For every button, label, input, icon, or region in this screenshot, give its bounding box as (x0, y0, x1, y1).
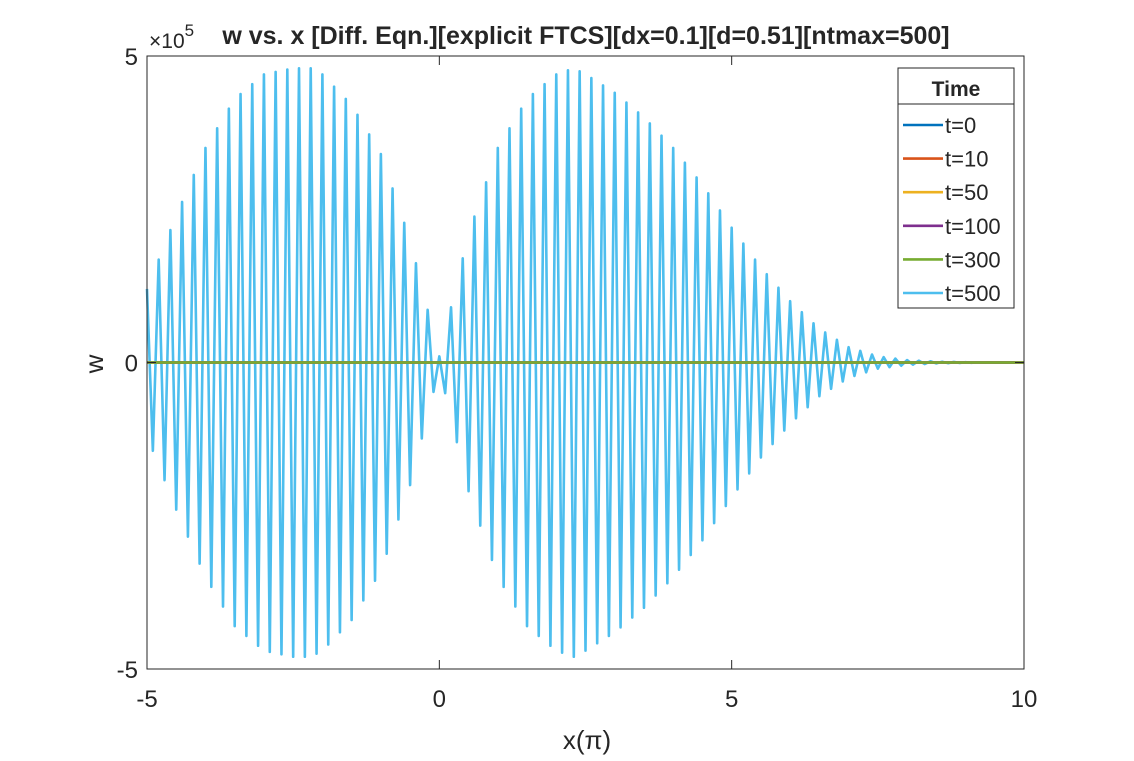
chart-title: w vs. x [Diff. Eqn.][explicit FTCS][dx=0… (221, 22, 949, 50)
x-tick-label: 5 (725, 686, 738, 713)
y-axis-label: w (79, 354, 109, 374)
legend-entry-label: t=0 (945, 113, 976, 138)
y-exponent-label: ×105 (149, 21, 194, 53)
legend-entry-label: t=50 (945, 180, 988, 205)
legend-entry-label: t=100 (945, 214, 1001, 239)
y-tick-label: 0 (125, 351, 138, 378)
legend-entry-label: t=10 (945, 147, 988, 172)
legend-entry-label: t=300 (945, 247, 1001, 272)
x-tick-label: -5 (136, 686, 157, 713)
legend-title: Time (932, 78, 981, 101)
x-axis-label: x(π) (563, 725, 611, 755)
x-tick-label: 0 (433, 686, 446, 713)
legend-items: t=0 t=10 t=50 t=100 t=300 t=500 (903, 113, 1001, 306)
legend-entry-label: t=500 (945, 281, 1001, 306)
y-tick-label: -5 (117, 657, 138, 684)
x-tick-label: 10 (1011, 686, 1038, 713)
legend-box (897, 67, 1015, 309)
series-line-t-500 (145, 66, 1025, 659)
legend: Time t=0 t=10 t=50 t=100 t=300 t=500 (897, 67, 1015, 309)
y-ticks: -5 0 5 (117, 44, 1024, 684)
y-tick-label: 5 (125, 44, 138, 71)
x-ticks: -5 0 5 10 (136, 56, 1037, 713)
series-layer (145, 66, 1025, 659)
